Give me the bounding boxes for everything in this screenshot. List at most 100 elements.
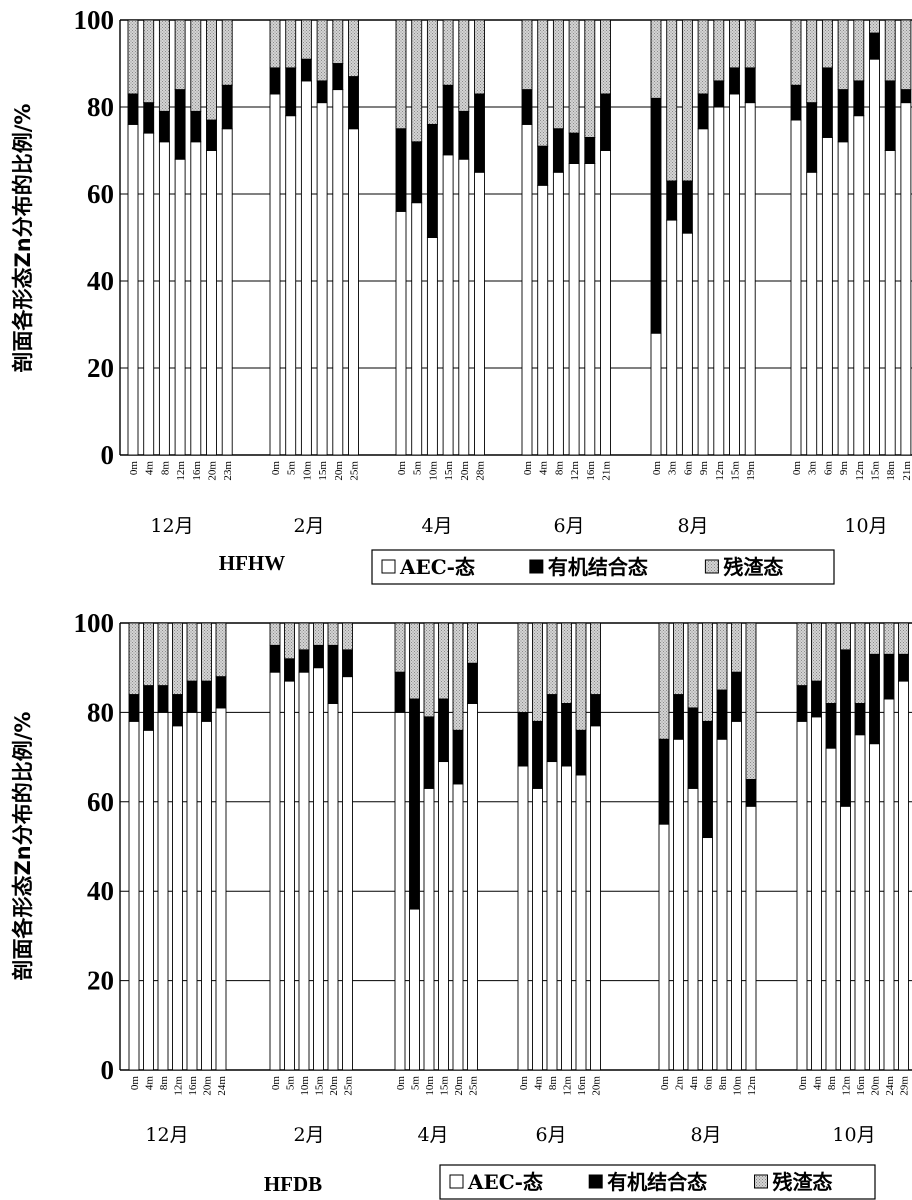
bar-segment-organic [426,123,438,238]
x-tick-label: 4m [144,1076,156,1091]
bar-segment-aec [215,707,227,1071]
bar-segment-organic [590,694,601,727]
bar-segment-aec [411,202,423,456]
bar-segment-aec [342,676,353,1071]
bar-segment-residual [729,19,740,69]
bar-segment-aec [201,720,212,1071]
x-tick-label: 12m [173,1076,185,1096]
bar-segment-organic [666,180,678,221]
x-tick-label: 10m [427,461,439,481]
bar-segment-residual [590,622,601,695]
bar-segment-residual [157,622,169,687]
bar-segment-aec [128,720,140,1071]
x-tick-label: 20m [207,461,219,481]
bar-segment-aec [452,783,464,1071]
bar-segment-residual [269,622,281,646]
bar-segment-aec [884,150,896,456]
x-tick-label: 21m [901,461,912,481]
legend-swatch-organic [529,559,544,574]
bar-segment-aec [837,141,849,456]
bar-segment-residual [394,622,406,673]
x-tick-label: 15m [314,1076,326,1096]
bar-segment-aec [348,128,359,456]
bar-segment-residual [186,622,198,682]
month-label: 8月 [677,515,708,537]
bar-segment-organic [172,694,183,727]
y-tick-label: 20 [87,353,114,383]
bar-segment-residual [546,622,558,695]
x-tick-label: 5m [410,1076,422,1091]
legend-swatch-aec [381,559,396,574]
bar-segment-residual [190,19,202,112]
bar-segment-aec [269,671,281,1071]
legend-box [439,1164,876,1200]
x-tick-label: 2m [674,1076,686,1091]
x-tick-label: 18m [885,461,897,481]
month-label: 2月 [293,515,324,537]
bar-segment-organic [411,141,423,204]
bar-segment-residual [201,622,212,682]
bar-segment-residual [681,19,693,182]
x-tick-label: 16m [576,1076,588,1096]
bar-segment-aec [426,237,438,456]
bar-segment-residual [172,622,183,695]
bar-segment-organic [458,110,470,160]
bar-segment-organic [821,67,833,138]
bar-segment-aec [269,93,281,456]
x-tick-label: 8m [547,1076,559,1091]
month-label: 12月 [150,515,193,537]
x-tick-label: 24m [216,1076,228,1096]
legend-swatch-residual [704,559,719,574]
bar-segment-residual [215,622,227,678]
bar-segment-aec [790,119,802,456]
bar-segment-organic [395,128,407,212]
bar-segment-aec [316,102,328,456]
bar-segment-residual [521,19,533,91]
bar-segment-organic [884,80,896,151]
x-tick-label: 12m [562,1076,574,1096]
bar-segment-organic [316,80,328,104]
x-tick-label: 4m [688,1076,700,1091]
bar-segment-residual [313,622,324,646]
bar-segment-aec [190,141,202,456]
bar-segment-residual [713,19,725,82]
bar-segment-organic [206,119,217,151]
bar-segment-aec [702,837,713,1071]
bar-segment-aec [658,823,670,1071]
x-tick-label: 6m [703,1076,715,1091]
bar-segment-organic [716,689,728,740]
bar-segment-residual [426,19,438,125]
bar-segment-residual [458,19,470,112]
bar-segment-aec [172,725,183,1071]
bar-segment-organic [568,132,580,165]
x-tick-label: 20m [459,461,471,481]
bar-segment-residual [442,19,454,86]
x-tick-label: 0m [791,461,803,476]
bar-segment-aec [474,171,485,456]
bar-segment-aec [584,163,596,456]
bar-segment-aec [395,210,407,456]
bar-segment-aec [143,729,154,1071]
x-tick-label: 4m [533,1076,545,1091]
x-tick-label: 25m [343,1076,355,1096]
bar-segment-aec [745,805,757,1071]
bar-segment-residual [517,622,529,713]
bar-segment-residual [327,622,339,646]
y-tick-label: 100 [74,5,115,35]
bar-segment-organic [474,93,485,173]
bar-segment-organic [687,707,699,789]
x-tick-label: 4m [144,461,156,476]
bar-segment-residual [584,19,596,138]
x-tick-label: 9m [698,461,710,476]
month-label: 4月 [421,515,452,537]
bar-segment-residual [552,19,564,130]
y-tick-label: 40 [87,266,114,296]
y-tick-label: 0 [101,1055,115,1085]
legend: AEC-态 有机结合态 残渣态 [439,1164,876,1200]
x-tick-label: 3m [807,461,819,476]
bar-segment-organic [394,671,406,713]
x-tick-label: 0m [129,1076,141,1091]
y-tick-label: 40 [87,876,114,906]
bar-segment-aec [666,219,678,456]
